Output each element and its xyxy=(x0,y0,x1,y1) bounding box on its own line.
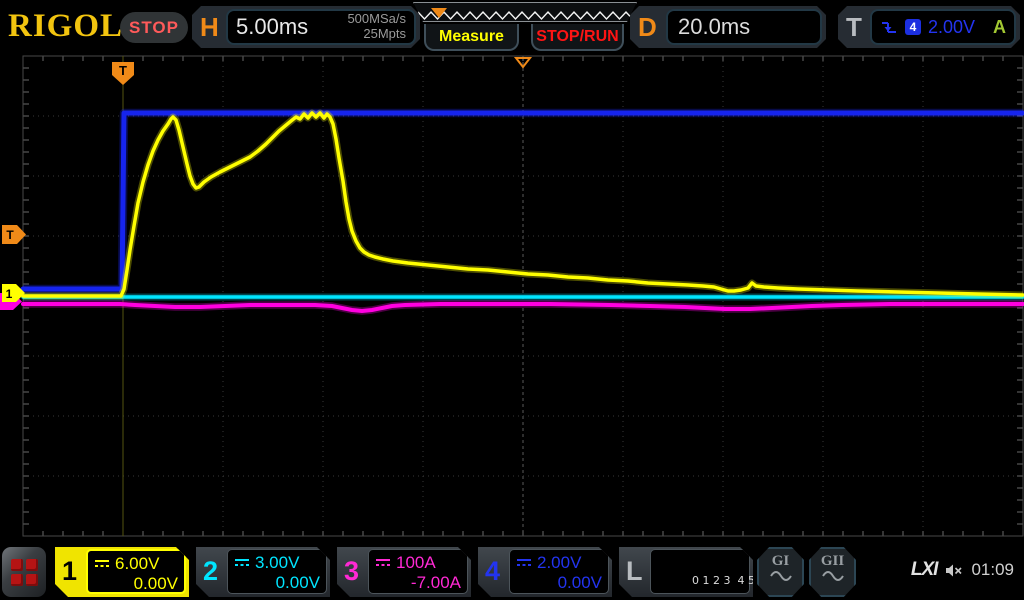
waveform-traces xyxy=(20,108,1024,315)
trigger-screen: 4 2.00V A xyxy=(870,9,1016,45)
logic-channels-block[interactable]: L 0 1 2 3 4 5 6 7 8 9 1011 12131415 xyxy=(619,547,753,597)
trigger-level-label: T xyxy=(6,228,14,242)
waveform-overview-strip[interactable] xyxy=(413,2,637,22)
trace-ch4 xyxy=(20,110,1024,292)
channel1-values: 6.00V 0.00V xyxy=(86,549,186,594)
clock: 01:09 xyxy=(971,560,1014,579)
trace-ch3 xyxy=(21,302,1024,313)
channel1-offset: 0.00V xyxy=(133,574,178,593)
delay-label: D xyxy=(638,12,657,42)
channel4-values: 2.00V 0.00V xyxy=(509,549,609,594)
trigger-position-label: T xyxy=(119,63,127,78)
delay-screen: 20.0ms xyxy=(666,9,822,45)
trace-ch1 xyxy=(21,111,1024,298)
channel2-offset: 0.00V xyxy=(275,573,320,592)
logic-label: L xyxy=(626,556,643,586)
channel2-number: 2 xyxy=(203,556,219,586)
trigger-level-marker[interactable]: T xyxy=(2,225,26,244)
menu-grid-icon xyxy=(10,558,38,586)
brand-logo: RIGOL xyxy=(8,8,124,44)
sample-rate: 500MSa/s xyxy=(347,11,406,27)
speaker-muted-icon[interactable] xyxy=(945,563,963,578)
trigger-source-badge: 4 xyxy=(905,19,921,35)
channel1-scale: 6.00V xyxy=(115,553,160,573)
sine-wave-icon xyxy=(769,571,792,581)
falling-edge-icon xyxy=(880,19,898,36)
logic-values: 0 1 2 3 4 5 6 7 8 9 1011 12131415 xyxy=(650,549,750,594)
bottom-status-bar: 1 6.00V 0.00V 2 xyxy=(0,545,1024,600)
channel2-block[interactable]: 2 3.00V 0.00V xyxy=(196,547,330,597)
horizontal-label: H xyxy=(200,12,219,42)
dc-coupling-icon xyxy=(234,557,250,568)
channel3-scale: 100A xyxy=(396,552,436,572)
delay-reference-icon xyxy=(513,57,533,69)
sine-wave-icon xyxy=(821,571,844,581)
channel4-block[interactable]: 4 2.00V 0.00V xyxy=(478,547,612,597)
channel1-ground-label: 1 xyxy=(6,287,13,301)
generator2-button[interactable]: GII xyxy=(809,547,856,597)
channel4-number: 4 xyxy=(485,556,501,586)
channel2-values: 3.00V 0.00V xyxy=(227,549,327,594)
channel4-scale: 2.00V xyxy=(537,552,582,572)
trigger-settings-block[interactable]: T 4 2.00V A xyxy=(838,6,1020,48)
channel2-scale: 3.00V xyxy=(255,552,300,572)
channel3-offset: -7.00A xyxy=(410,573,461,592)
dc-coupling-icon xyxy=(94,558,110,569)
top-status-bar: RIGOL STOP H 5.00ms 500MSa/s 25Mpts Meas… xyxy=(0,0,1024,55)
lxi-indicator: LXI xyxy=(910,559,939,580)
delay-settings-block[interactable]: D 20.0ms xyxy=(630,6,826,48)
stop-run-button[interactable]: STOP/RUN xyxy=(531,24,624,51)
acquisition-status-badge: STOP xyxy=(120,12,188,43)
measure-button[interactable]: Measure xyxy=(424,24,519,51)
overview-trigger-icon xyxy=(431,8,447,18)
horizontal-screen: 5.00ms 500MSa/s 25Mpts xyxy=(226,9,416,45)
waveform-display: T T 1 xyxy=(0,55,1024,545)
channel1-block[interactable]: 1 6.00V 0.00V xyxy=(55,547,189,597)
overview-waveform-icon xyxy=(418,12,633,19)
trigger-position-marker[interactable]: T xyxy=(112,62,134,85)
generator1-label: GI xyxy=(771,553,790,569)
channel1-ground-marker[interactable]: 1 xyxy=(2,284,25,302)
memory-depth: 25Mpts xyxy=(363,26,406,41)
dc-coupling-icon xyxy=(375,557,391,568)
generator2-label: GII xyxy=(820,553,845,569)
trigger-level-value: 2.00V xyxy=(928,16,976,37)
channel3-block[interactable]: 3 100A -7.00A xyxy=(337,547,471,597)
horizontal-settings-block[interactable]: H 5.00ms 500MSa/s 25Mpts xyxy=(192,6,420,48)
menu-button[interactable] xyxy=(2,547,46,597)
channel1-number: 1 xyxy=(62,556,78,586)
dc-coupling-icon xyxy=(516,557,532,568)
timebase-value: 5.00ms xyxy=(236,14,309,39)
status-indicators: LXI 01:09 xyxy=(911,559,1014,581)
sample-rate-depth: 500MSa/s 25Mpts xyxy=(347,12,406,42)
channel4-offset: 0.00V xyxy=(557,573,602,592)
channel3-values: 100A -7.00A xyxy=(368,549,468,594)
delay-value: 20.0ms xyxy=(678,14,751,39)
generator1-button[interactable]: GI xyxy=(757,547,804,597)
channel3-number: 3 xyxy=(344,556,360,586)
trigger-label: T xyxy=(846,12,862,42)
trigger-mode: A xyxy=(993,16,1006,37)
